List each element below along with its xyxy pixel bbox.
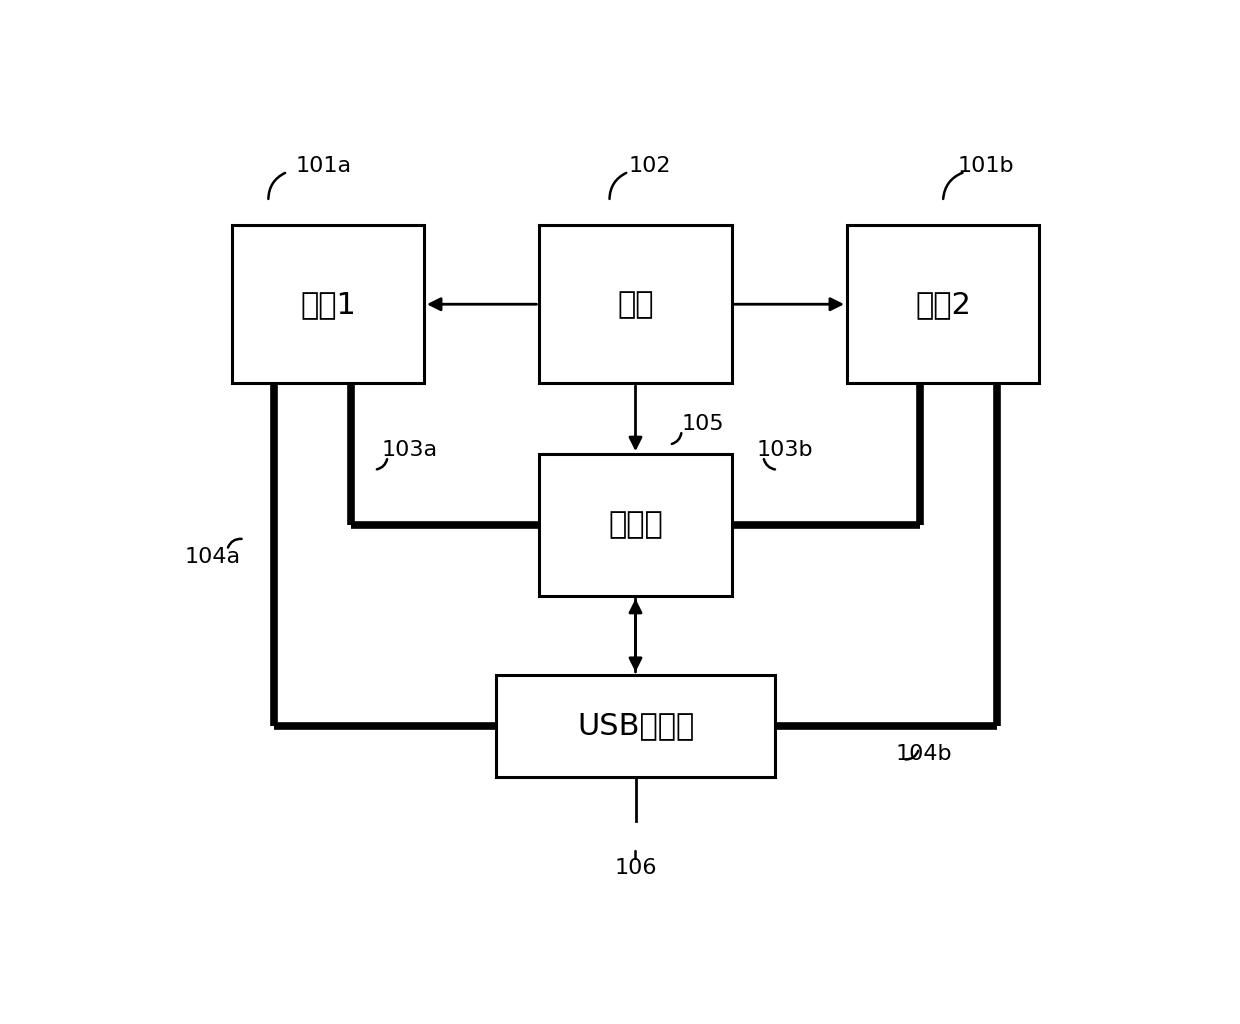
Bar: [232, 225, 424, 383]
Text: 上位机: 上位机: [608, 511, 663, 540]
Text: 106: 106: [614, 858, 657, 878]
Text: 相机2: 相机2: [915, 290, 971, 318]
Bar: [496, 675, 775, 777]
Text: 101b: 101b: [959, 157, 1014, 176]
Bar: [847, 225, 1039, 383]
Text: 电源: 电源: [618, 290, 653, 318]
Bar: [539, 225, 732, 383]
Text: 105: 105: [682, 414, 724, 434]
Text: 104b: 104b: [895, 743, 952, 764]
Text: 101a: 101a: [295, 157, 351, 176]
Text: USB信号卡: USB信号卡: [577, 712, 694, 740]
Text: 103b: 103b: [756, 440, 812, 460]
Bar: [539, 454, 732, 596]
Text: 103a: 103a: [382, 440, 438, 460]
Text: 102: 102: [629, 157, 671, 176]
Text: 104a: 104a: [185, 547, 241, 566]
Text: 相机1: 相机1: [300, 290, 356, 318]
